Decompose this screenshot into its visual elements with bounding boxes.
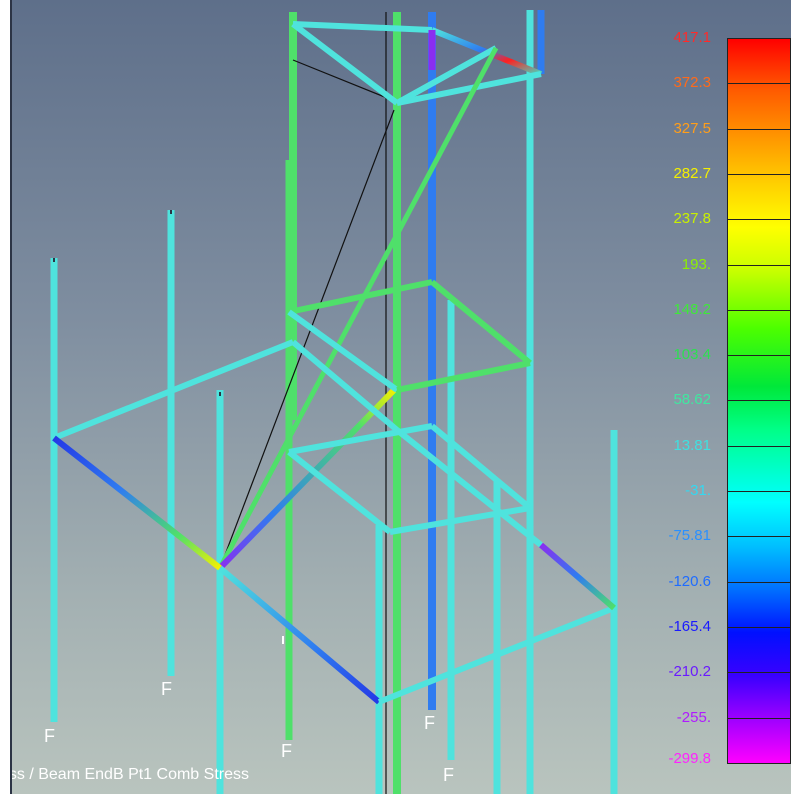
- legend-level-label: 417.1: [673, 29, 711, 46]
- legend-level-label: 193.: [681, 255, 711, 273]
- legend-level-label: 372.3: [673, 74, 711, 92]
- legend-level-label: -120.6: [668, 572, 711, 590]
- legend-level-label: -210.2: [668, 663, 711, 681]
- legend-tick: [727, 626, 791, 628]
- fixed-support-label: F: [443, 765, 454, 785]
- legend-level-label: -299.8: [668, 749, 711, 767]
- middle-frame: [287, 279, 532, 393]
- legend-tick: [727, 536, 791, 538]
- legend-level-label: -255.: [676, 708, 711, 726]
- node-markers: [53, 210, 284, 644]
- legend-tick: [727, 445, 791, 447]
- legend-tick: [727, 581, 791, 583]
- legend-level-label: 148.2: [673, 300, 711, 318]
- legend-tick: [727, 264, 791, 266]
- legend-tick: [727, 491, 791, 492]
- left-panel-edge: [0, 0, 10, 794]
- fixed-support-label: F: [44, 726, 55, 746]
- top-frame: [291, 21, 543, 106]
- legend-level-label: 58.62: [673, 391, 711, 409]
- fixed-support-label: F: [161, 679, 172, 699]
- legend-level-label: 13.81: [673, 436, 711, 454]
- legend-level-label: 237.8: [673, 210, 711, 228]
- result-caption: ess / Beam EndB Pt1 Comb Stress: [0, 766, 249, 783]
- legend-level-label: 282.7: [673, 164, 711, 182]
- base-frame: [52, 339, 616, 705]
- legend-tick: [727, 400, 791, 402]
- legend-tick: [727, 83, 791, 85]
- legend-tick: [727, 128, 791, 130]
- lower-frame: [287, 423, 543, 548]
- legend-level-label: 103.4: [673, 346, 711, 364]
- legend-level-label: -31.: [685, 482, 711, 499]
- columns: [50, 10, 618, 794]
- long-diagonals: [217, 46, 499, 571]
- thin-braces: [219, 12, 395, 794]
- legend-tick: [727, 355, 791, 357]
- legend-tick: [727, 219, 791, 221]
- legend-tick: [727, 717, 791, 719]
- fixed-support-label: F: [281, 741, 292, 761]
- legend-tick: [727, 173, 791, 175]
- legend-level-label: -165.4: [668, 617, 711, 635]
- legend-tick: [727, 672, 791, 674]
- fixed-support-label: F: [424, 713, 435, 733]
- left-panel-divider: [10, 0, 12, 794]
- legend-level-label: -75.81: [668, 527, 711, 545]
- legend-tick: [727, 309, 791, 311]
- legend-level-label: 327.5: [673, 119, 711, 137]
